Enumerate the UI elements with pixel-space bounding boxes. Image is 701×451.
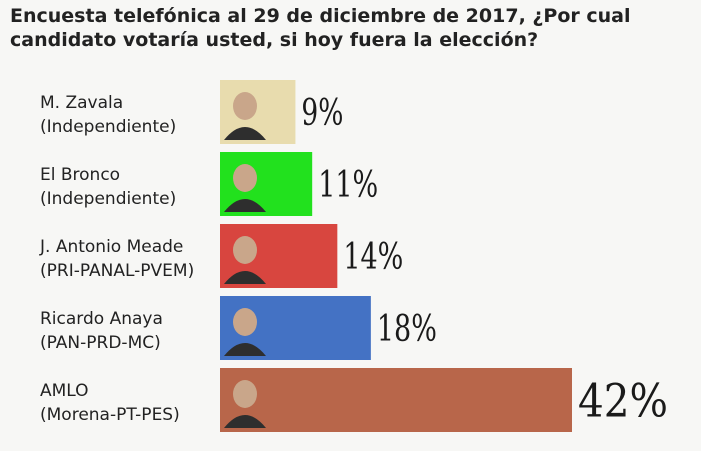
data-label: 9% (301, 93, 343, 134)
candidate-photo (220, 84, 270, 140)
category-party-label: (Independiente) (40, 117, 176, 137)
category-name-label: AMLO (40, 381, 89, 401)
candidate-photo (220, 300, 270, 356)
category-name-label: El Bronco (40, 165, 120, 185)
data-label: 42% (578, 374, 668, 428)
data-label: 11% (318, 165, 378, 206)
bar-row: Ricardo Anaya (PAN-PRD-MC) 18% (40, 296, 437, 360)
data-label: 18% (377, 309, 437, 350)
candidate-photo (220, 372, 270, 428)
candidate-photo (220, 228, 270, 284)
bar (220, 368, 572, 432)
bars-layer: M. Zavala (Independiente) 9% El Bronco (Inde… (39, 80, 668, 432)
category-name-label: M. Zavala (40, 93, 123, 113)
bar-row: J. Antonio Meade (PRI-PANAL-PVEM) 14% (39, 224, 403, 288)
data-label: 14% (343, 237, 403, 278)
bar-row: M. Zavala (Independiente) 9% (40, 80, 343, 144)
candidate-photo (220, 156, 270, 212)
bar-row: AMLO (Morena-PT-PES) 42% (40, 368, 668, 432)
category-party-label: (Morena-PT-PES) (40, 405, 180, 425)
chart-title-line-1: Encuesta telefónica al 29 de diciembre d… (10, 5, 631, 27)
category-name-label: Ricardo Anaya (40, 309, 163, 329)
chart-title: Encuesta telefónica al 29 de diciembre d… (10, 4, 695, 52)
category-party-label: (PAN-PRD-MC) (40, 333, 161, 353)
chart-title-line-2: candidato votaría usted, si hoy fuera la… (10, 29, 539, 51)
bar-row: El Bronco (Independiente) 11% (40, 152, 378, 216)
category-party-label: (PRI-PANAL-PVEM) (40, 261, 194, 281)
category-party-label: (Independiente) (40, 189, 176, 209)
category-name-label: J. Antonio Meade (39, 237, 183, 257)
